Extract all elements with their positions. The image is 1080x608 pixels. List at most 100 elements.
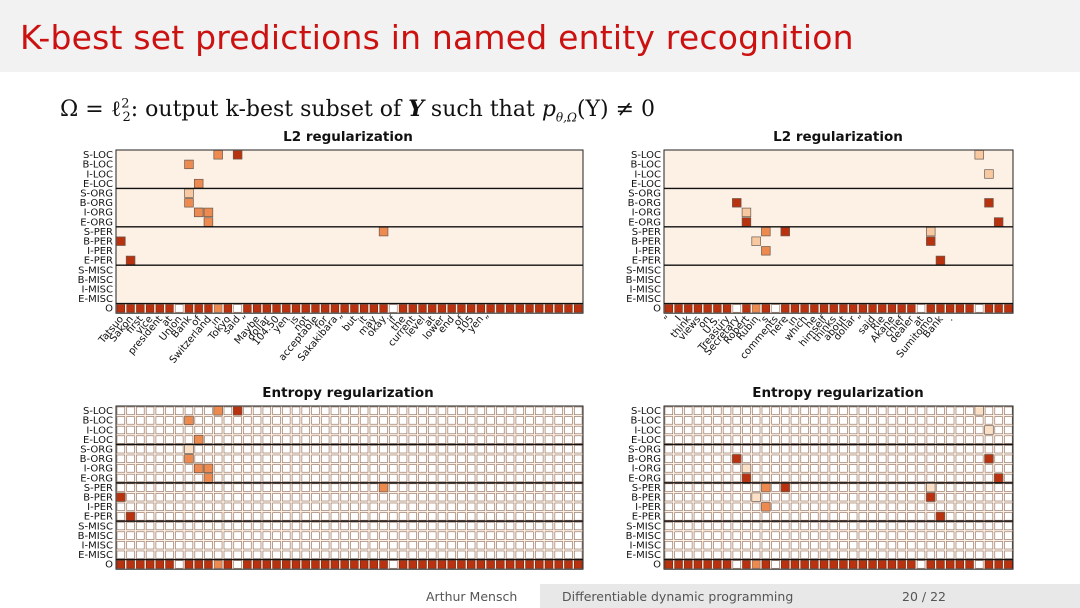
grid-cell [340,445,349,454]
grid-cell [761,416,770,425]
chart-title: L2 regularization [283,129,413,145]
grid-cell [252,531,262,540]
grid-cell [781,502,790,511]
value-cell [232,406,243,416]
grid-cell [965,521,974,531]
grid-cell [155,454,164,463]
grid-cell [350,521,359,531]
grid-cell [742,550,751,559]
grid-cell [369,454,379,463]
row-label: I-LOC [634,425,661,436]
grid-cell [751,541,761,550]
o-cell [145,304,155,313]
o-cell [819,304,829,313]
grid-cell [965,406,974,415]
grid-cell [674,425,683,435]
grid-cell [839,406,848,415]
grid-cell [233,550,242,559]
grid-cell [535,550,544,559]
footer-author: Arthur Mensch [426,589,518,604]
grid-cell [486,473,495,483]
grid-cell [204,502,213,511]
grid-cell [722,521,732,531]
grid-cell [457,464,466,473]
grid-cell [476,454,486,463]
grid-cell [165,541,174,550]
grid-cell [389,512,398,521]
grid-cell [790,541,800,550]
grid-cell [897,512,906,521]
grid-cell [858,406,867,415]
grid-cell [359,416,369,425]
grid-cell [116,464,126,473]
grid-cell [819,473,829,483]
grid-cell [1004,483,1013,492]
grid-cell [262,425,271,435]
grid-cell [389,425,398,435]
grid-cell [486,531,495,540]
grid-cell [272,521,281,531]
grid-cell [204,425,213,435]
grid-cell [505,416,515,425]
grid-cell [496,512,505,521]
grid-cell [858,473,867,483]
grid-cell [428,435,437,444]
grid-cell [428,464,437,473]
row-label: B-LOC [82,416,113,427]
grid-cell [878,416,887,425]
grid-cell [907,416,916,425]
grid-cell [771,435,780,444]
grid-cell [926,521,935,531]
grid-cell [145,425,155,435]
grid-cell [703,464,712,473]
grid-cell [369,502,379,511]
row-label: I-PER [87,246,113,257]
grid-cell [916,483,926,492]
grid-cell [975,435,984,444]
grid-cell [897,521,906,531]
o-cell [732,304,741,313]
o-cell [810,304,819,313]
grid-cell [916,531,926,540]
grid-cell [975,531,984,540]
grid-cell [398,550,408,559]
grid-cell [359,473,369,483]
row-label: S-ORG [80,189,113,200]
grid-cell [994,464,1003,473]
grid-cell [916,454,926,463]
o-cell [321,560,330,569]
grid-cell [907,550,916,559]
grid-cell [301,483,310,492]
grid-cell [761,454,770,463]
grid-cell [771,493,780,502]
grid-cell [887,502,897,511]
grid-cell [544,473,554,483]
grid-cell [819,531,829,540]
grid-cell [194,425,203,435]
o-cell [525,560,534,569]
grid-cell [781,406,790,415]
grid-cell [486,435,495,444]
grid-cell [887,473,897,483]
grid-cell [564,531,573,540]
row-label: E-MISC [78,294,113,305]
grid-cell [829,483,838,492]
grid-cell [674,550,683,559]
grid-cell [330,473,340,483]
grid-cell [771,521,780,531]
o-cell [936,560,945,569]
o-cell [418,560,427,569]
o-cell [428,560,437,569]
grid-cell [693,464,703,473]
o-cell [291,560,301,569]
grid-cell [525,425,534,435]
grid-cell [887,512,897,521]
grid-cell [965,425,974,435]
footer: Arthur Mensch Differentiable dynamic pro… [0,584,1080,608]
o-cell [975,560,984,569]
o-cell [223,560,233,569]
row-label: I-LOC [634,169,661,180]
grid-cell [389,550,398,559]
grid-cell [554,464,563,473]
grid-cell [359,541,369,550]
